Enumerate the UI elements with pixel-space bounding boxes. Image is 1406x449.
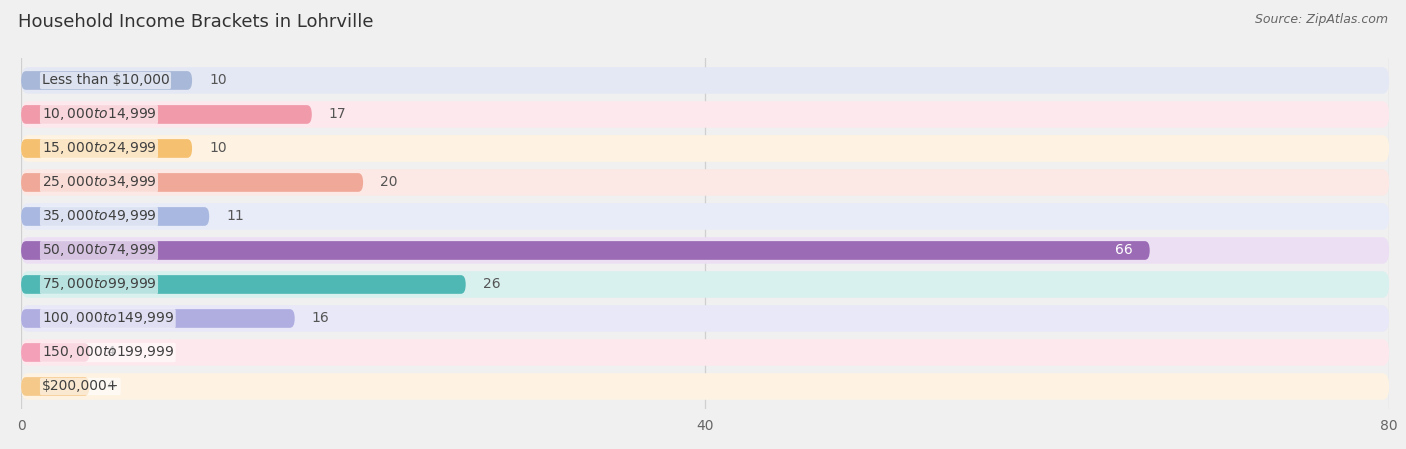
Text: 4: 4 [107, 379, 115, 393]
Text: $75,000 to $99,999: $75,000 to $99,999 [42, 277, 156, 292]
Text: $100,000 to $149,999: $100,000 to $149,999 [42, 311, 174, 326]
FancyBboxPatch shape [21, 237, 1389, 264]
FancyBboxPatch shape [21, 343, 90, 362]
Text: $10,000 to $14,999: $10,000 to $14,999 [42, 106, 156, 123]
FancyBboxPatch shape [21, 309, 295, 328]
Text: 17: 17 [329, 107, 346, 122]
Text: $150,000 to $199,999: $150,000 to $199,999 [42, 344, 174, 361]
Text: 66: 66 [1115, 243, 1133, 257]
Text: 20: 20 [380, 176, 398, 189]
FancyBboxPatch shape [21, 71, 193, 90]
FancyBboxPatch shape [21, 339, 1389, 366]
Text: 10: 10 [209, 141, 226, 155]
Text: Source: ZipAtlas.com: Source: ZipAtlas.com [1254, 13, 1388, 26]
Text: 4: 4 [107, 345, 115, 360]
FancyBboxPatch shape [21, 169, 1389, 196]
Text: Less than $10,000: Less than $10,000 [42, 74, 169, 88]
FancyBboxPatch shape [21, 173, 363, 192]
Text: 26: 26 [482, 277, 501, 291]
FancyBboxPatch shape [21, 373, 1389, 400]
FancyBboxPatch shape [21, 101, 1389, 128]
Text: $25,000 to $34,999: $25,000 to $34,999 [42, 175, 156, 190]
Text: $200,000+: $200,000+ [42, 379, 120, 393]
Text: 16: 16 [312, 312, 329, 326]
FancyBboxPatch shape [21, 139, 193, 158]
Text: Household Income Brackets in Lohrville: Household Income Brackets in Lohrville [18, 13, 374, 31]
Text: $35,000 to $49,999: $35,000 to $49,999 [42, 208, 156, 224]
Text: $50,000 to $74,999: $50,000 to $74,999 [42, 242, 156, 259]
FancyBboxPatch shape [21, 305, 1389, 332]
FancyBboxPatch shape [21, 203, 1389, 230]
FancyBboxPatch shape [21, 135, 1389, 162]
FancyBboxPatch shape [21, 207, 209, 226]
FancyBboxPatch shape [21, 271, 1389, 298]
Text: 10: 10 [209, 74, 226, 88]
FancyBboxPatch shape [21, 377, 90, 396]
FancyBboxPatch shape [21, 67, 1389, 94]
FancyBboxPatch shape [21, 105, 312, 124]
Text: 11: 11 [226, 210, 245, 224]
Text: $15,000 to $24,999: $15,000 to $24,999 [42, 141, 156, 156]
FancyBboxPatch shape [21, 241, 1150, 260]
FancyBboxPatch shape [21, 275, 465, 294]
